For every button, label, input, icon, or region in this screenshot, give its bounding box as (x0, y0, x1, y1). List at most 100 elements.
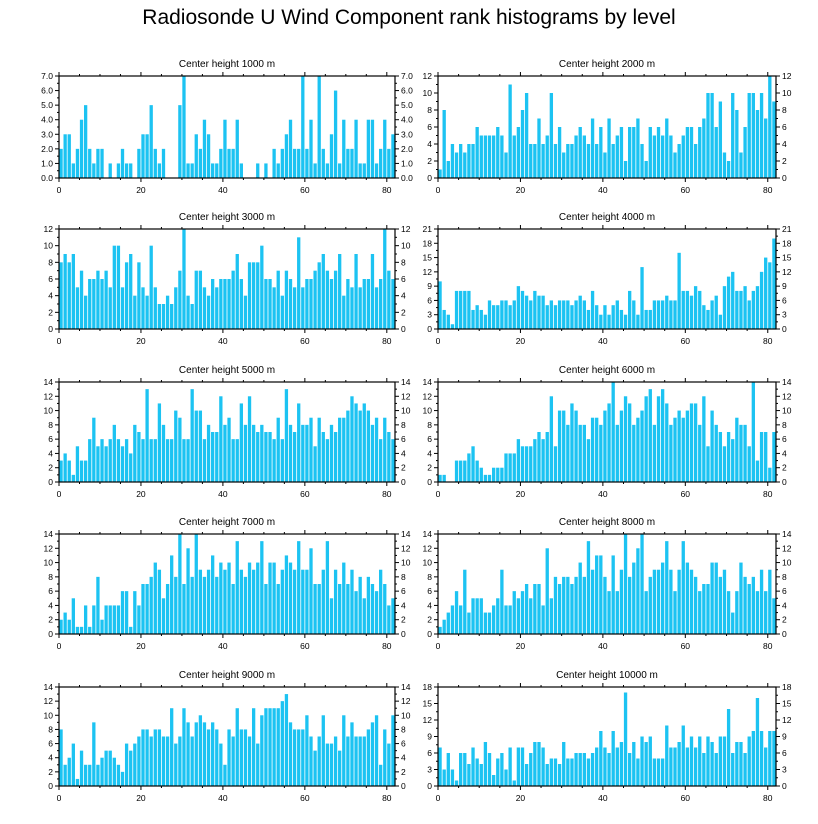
histogram-bar (533, 290, 537, 329)
histogram-bar (454, 152, 459, 178)
histogram-bar (652, 424, 657, 482)
histogram-bar (165, 295, 170, 329)
histogram-bar (722, 152, 727, 178)
histogram-bar (379, 764, 383, 786)
histogram-bar (67, 134, 71, 178)
histogram-bar (239, 163, 243, 178)
y-tick-label: 2 (48, 463, 53, 473)
histogram-bar (227, 417, 231, 482)
y-tick-label: 6 (427, 434, 432, 444)
x-tick-label: 60 (681, 185, 691, 195)
histogram-bar (731, 93, 735, 178)
histogram-bar (603, 410, 607, 482)
histogram-bar (693, 403, 698, 482)
histogram-bar (186, 548, 190, 634)
y-tick-label-right: 3.0 (401, 129, 413, 139)
histogram-bar (227, 148, 231, 178)
histogram-bar (383, 229, 387, 329)
x-tick-label: 20 (516, 489, 526, 499)
histogram-bar (79, 119, 84, 178)
histogram-bar (329, 279, 334, 329)
histogram-bar (215, 163, 219, 178)
histogram-bar (338, 163, 342, 178)
histogram-bar (516, 127, 521, 178)
histogram-bar (611, 144, 615, 178)
histogram-bar (615, 135, 619, 178)
histogram-bar (379, 148, 383, 178)
y-tick-label-right: 8 (401, 420, 406, 430)
histogram-bar (562, 300, 566, 329)
x-tick-label: 80 (382, 489, 392, 499)
histogram-bar (599, 731, 603, 786)
histogram-bar (751, 290, 755, 329)
y-tick-label-right: 0 (782, 173, 787, 183)
histogram-bar (438, 169, 442, 178)
histogram-bar (677, 144, 681, 178)
histogram-bar (673, 747, 677, 786)
histogram-bar (516, 747, 521, 786)
histogram-bar (354, 403, 358, 482)
histogram-bar (301, 569, 305, 634)
histogram-bar (116, 605, 121, 634)
histogram-bar (508, 84, 512, 178)
histogram-bar (615, 424, 619, 482)
histogram-bar (463, 460, 467, 482)
histogram-bar (759, 93, 764, 178)
histogram-bar (541, 605, 545, 634)
y-tick-label: 4 (427, 448, 432, 458)
histogram-bar (644, 396, 648, 482)
y-tick-label-right: 18 (782, 238, 792, 248)
histogram-bar (239, 569, 243, 634)
y-tick-label-right: 0 (401, 629, 406, 639)
histogram-bar (751, 93, 755, 178)
histogram-bar (190, 304, 194, 329)
histogram-bar (260, 541, 264, 634)
y-tick-label-right: 12 (782, 715, 792, 725)
y-tick-label-right: 6 (782, 586, 787, 596)
histogram-bar (471, 598, 475, 634)
histogram-bar (739, 742, 743, 786)
x-tick-label: 40 (218, 489, 228, 499)
histogram-bar (231, 736, 235, 786)
histogram-bar (387, 605, 391, 634)
histogram-bar (710, 562, 714, 634)
histogram-bar (545, 305, 549, 329)
histogram-bar (346, 584, 350, 634)
histogram-bar (751, 731, 755, 786)
histogram-bar (309, 548, 313, 634)
histogram-bar (374, 417, 379, 482)
y-tick-label: 15 (423, 253, 433, 263)
histogram-bar (463, 569, 467, 634)
histogram-bar (366, 729, 371, 786)
histogram-bar (537, 742, 541, 786)
histogram-bar (342, 295, 346, 329)
x-tick-label: 40 (598, 641, 608, 651)
histogram-bar (714, 295, 718, 329)
histogram-bar (321, 254, 325, 329)
histogram-bar (120, 446, 125, 482)
histogram-bar (391, 279, 395, 329)
histogram-bar (693, 286, 698, 329)
y-tick-label: 6 (48, 274, 53, 284)
panel-title: Center height 5000 m (179, 365, 275, 376)
histogram-bar (504, 605, 508, 634)
histogram-bar (566, 424, 570, 482)
y-tick-label-right: 4 (401, 753, 406, 763)
y-tick-label: 10 (423, 88, 433, 98)
histogram-bar (383, 729, 387, 786)
histogram-bar (693, 576, 698, 634)
histogram-bar (116, 245, 121, 329)
histogram-bar (120, 771, 125, 786)
histogram-bar (215, 576, 219, 634)
histogram-bar (108, 163, 112, 178)
y-tick-label: 12 (44, 696, 54, 706)
y-tick-label: 0.0 (41, 173, 53, 183)
histogram-bar (590, 417, 595, 482)
histogram-bar (764, 747, 768, 786)
histogram-bar (574, 576, 578, 634)
histogram-bar (280, 148, 284, 178)
x-tick-label: 40 (598, 185, 608, 195)
